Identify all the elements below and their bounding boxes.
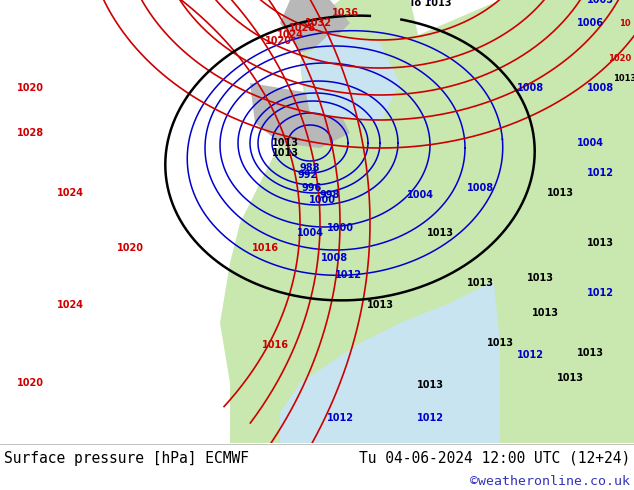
Text: 1036: 1036 bbox=[332, 8, 358, 18]
Text: 1013: 1013 bbox=[531, 308, 559, 318]
Text: 1013: 1013 bbox=[271, 138, 299, 148]
Text: 1016: 1016 bbox=[252, 243, 278, 253]
Text: 1020: 1020 bbox=[16, 83, 44, 93]
Text: 1013: 1013 bbox=[613, 74, 634, 82]
Text: 10: 10 bbox=[619, 19, 631, 27]
Polygon shape bbox=[280, 0, 350, 53]
Text: 1005: 1005 bbox=[586, 0, 614, 5]
Text: 998: 998 bbox=[320, 190, 340, 200]
Text: 1013: 1013 bbox=[486, 338, 514, 348]
Text: 1016: 1016 bbox=[261, 340, 288, 350]
Text: 1013: 1013 bbox=[547, 188, 574, 198]
Text: 1024: 1024 bbox=[56, 188, 84, 198]
Text: 1032: 1032 bbox=[304, 18, 332, 28]
Text: 1013: 1013 bbox=[526, 273, 553, 283]
Text: 1008: 1008 bbox=[467, 183, 493, 193]
Text: 1004: 1004 bbox=[297, 228, 323, 238]
Text: 1012: 1012 bbox=[586, 168, 614, 178]
Polygon shape bbox=[490, 0, 634, 443]
Text: 1013: 1013 bbox=[557, 373, 583, 383]
Text: ©weatheronline.co.uk: ©weatheronline.co.uk bbox=[470, 475, 630, 488]
Text: 1013: 1013 bbox=[271, 148, 299, 158]
Polygon shape bbox=[230, 283, 350, 443]
Text: 1012: 1012 bbox=[417, 413, 444, 423]
Text: 1020: 1020 bbox=[16, 378, 44, 388]
Polygon shape bbox=[300, 33, 400, 123]
Text: 1028: 1028 bbox=[16, 128, 44, 138]
Text: 1000: 1000 bbox=[309, 195, 335, 205]
Text: Tu 04-06-2024 12:00 UTC (12+24): Tu 04-06-2024 12:00 UTC (12+24) bbox=[359, 450, 630, 465]
Text: 1013: 1013 bbox=[576, 348, 604, 358]
Polygon shape bbox=[220, 0, 634, 443]
Text: 1013: 1013 bbox=[366, 300, 394, 310]
Text: 1004: 1004 bbox=[576, 138, 604, 148]
Text: 1013: 1013 bbox=[427, 228, 453, 238]
Text: 992: 992 bbox=[298, 170, 318, 180]
Text: 1024: 1024 bbox=[276, 30, 304, 40]
Text: 996: 996 bbox=[302, 183, 322, 193]
Text: 1012: 1012 bbox=[335, 270, 361, 280]
Text: 1004: 1004 bbox=[406, 190, 434, 200]
Text: 1020: 1020 bbox=[264, 36, 292, 46]
Text: 1013: 1013 bbox=[417, 380, 444, 390]
Text: 1028: 1028 bbox=[288, 23, 316, 33]
Polygon shape bbox=[280, 263, 634, 443]
Text: 1008: 1008 bbox=[321, 253, 349, 263]
Text: Surface pressure [hPa] ECMWF: Surface pressure [hPa] ECMWF bbox=[4, 450, 249, 465]
Text: 1006: 1006 bbox=[576, 18, 604, 28]
Text: 1024: 1024 bbox=[56, 300, 84, 310]
Polygon shape bbox=[250, 83, 350, 148]
Text: 1013: 1013 bbox=[586, 238, 614, 248]
Text: 1020: 1020 bbox=[609, 53, 631, 63]
Text: 988: 988 bbox=[300, 163, 320, 173]
Text: 1012: 1012 bbox=[327, 413, 354, 423]
Text: 1008: 1008 bbox=[517, 83, 543, 93]
Text: 1013: 1013 bbox=[467, 278, 493, 288]
Text: 1020: 1020 bbox=[117, 243, 143, 253]
Polygon shape bbox=[300, 0, 420, 133]
Text: 1008: 1008 bbox=[586, 83, 614, 93]
Text: 1012: 1012 bbox=[517, 350, 543, 360]
Text: To 1013: To 1013 bbox=[409, 0, 451, 8]
Text: 1012: 1012 bbox=[586, 288, 614, 298]
Text: 1000: 1000 bbox=[327, 223, 354, 233]
